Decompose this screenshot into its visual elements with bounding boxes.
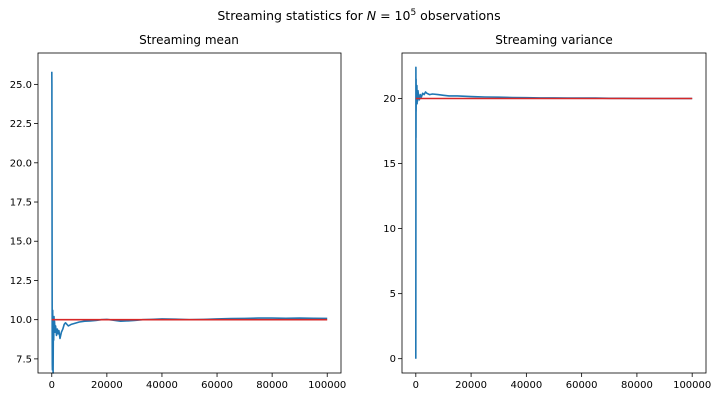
mean-series-streaming-line	[51, 71, 328, 374]
streaming-variance-title: Streaming variance	[495, 33, 612, 47]
mean-x-tick-label: 40000	[146, 380, 178, 391]
variance-x-tick-label: 0	[413, 380, 419, 391]
mean-x-tick-label: 20000	[91, 380, 123, 391]
variance-y-tick-label: 10	[383, 224, 396, 235]
mean-y-tick-label: 22.5	[10, 119, 32, 130]
mean-x-tick-label: 0	[49, 380, 55, 391]
mean-y-tick-label: 15.0	[10, 237, 32, 248]
variance-x-tick-label: 80000	[621, 380, 653, 391]
mean-y-tick-label: 25.0	[10, 80, 32, 91]
mean-y-tick-label: 20.0	[10, 158, 32, 169]
variance-x-tick-label: 100000	[673, 380, 711, 391]
variance-y-tick-label: 15	[383, 159, 396, 170]
mean-y-tick-label: 12.5	[10, 276, 32, 287]
variance-y-tick-label: 5	[390, 289, 396, 300]
mean-y-tick-label: 7.5	[16, 354, 32, 365]
variance-series-streaming-line	[414, 66, 693, 359]
figure-suptitle: Streaming statistics for N = 105 observa…	[217, 8, 500, 23]
streaming-mean-title: Streaming mean	[139, 33, 239, 47]
mean-x-tick-label: 100000	[308, 380, 346, 391]
mean-x-tick-label: 80000	[256, 380, 288, 391]
streaming-mean-panel: Streaming mean 0 20000 40000 60000 80000 1000…	[10, 33, 347, 391]
variance-x-tick-label: 60000	[566, 380, 598, 391]
variance-x-tick-label: 20000	[455, 380, 487, 391]
mean-x-tick-label: 60000	[201, 380, 233, 391]
variance-x-tick-label: 40000	[510, 380, 542, 391]
variance-y-tick-label: 0	[390, 354, 396, 365]
streaming-variance-panel: Streaming variance 0 20000 40000 60000 80000…	[383, 33, 711, 391]
variance-y-tick-label: 20	[383, 94, 396, 105]
mean-y-tick-label: 10.0	[10, 315, 32, 326]
variance-axes-frame	[401, 52, 707, 374]
mean-axes-frame	[37, 52, 342, 374]
mean-y-tick-label: 17.5	[10, 198, 32, 209]
